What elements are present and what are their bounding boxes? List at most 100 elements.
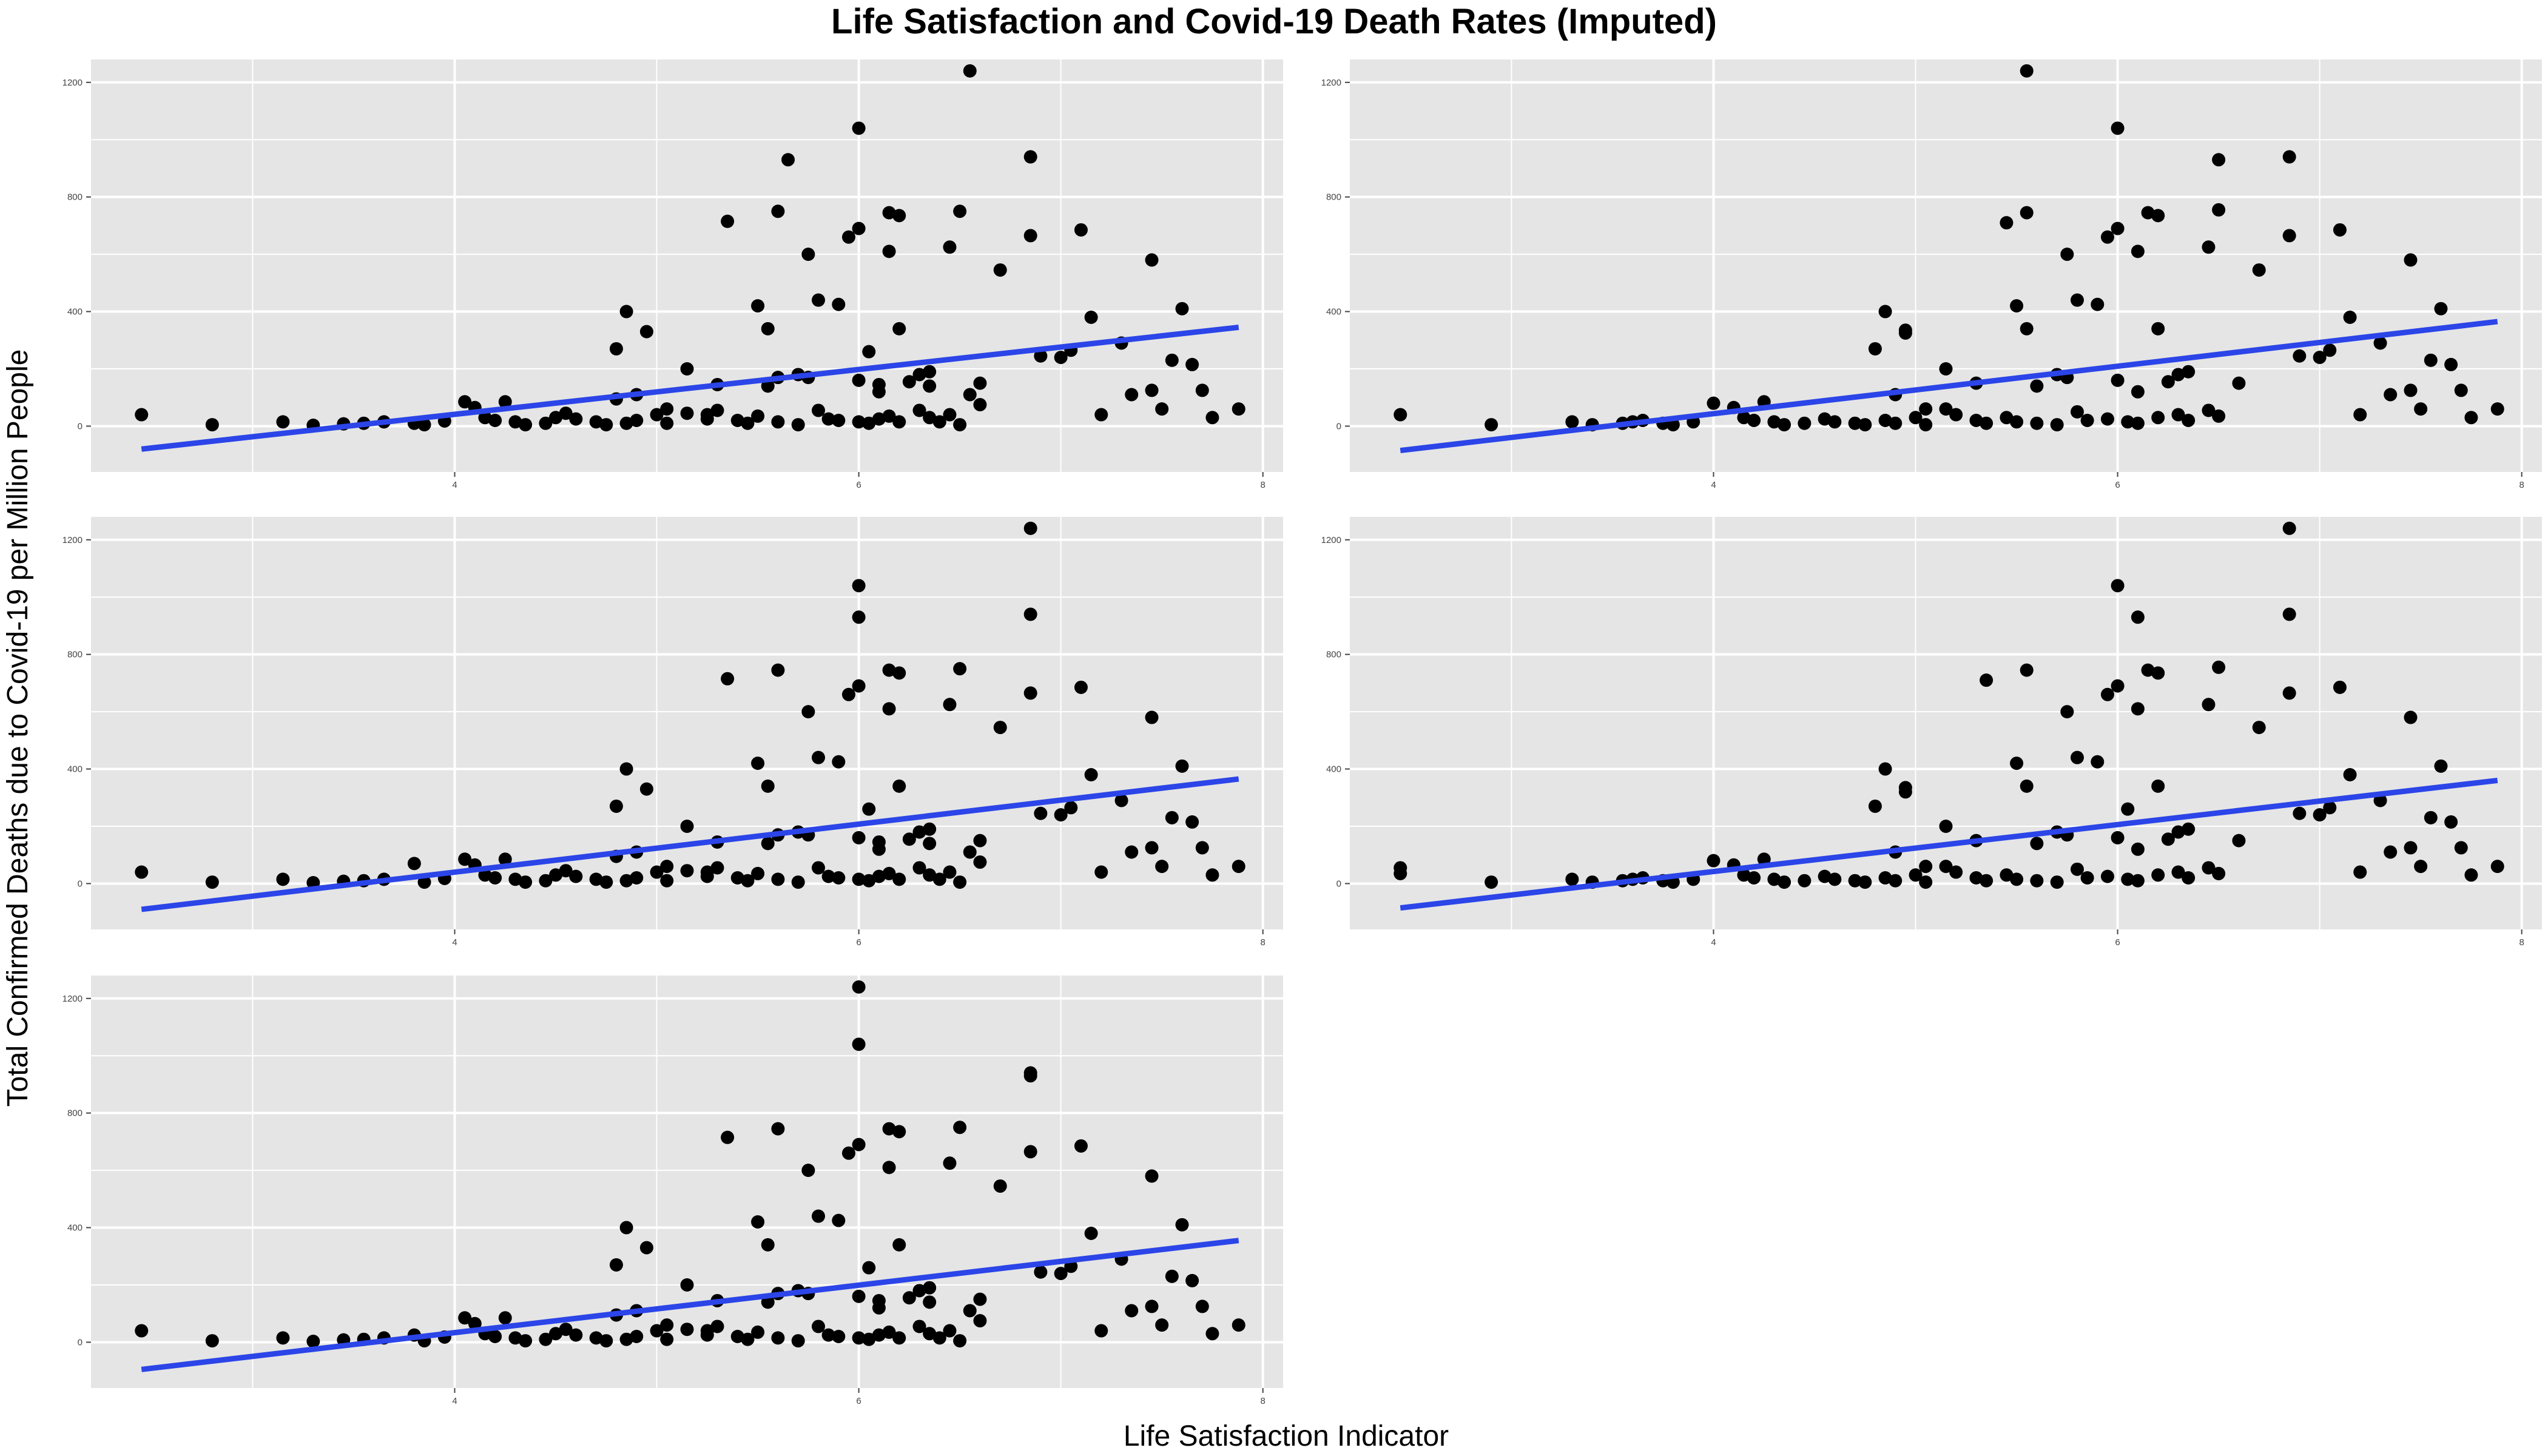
data-point <box>751 1325 765 1339</box>
data-point <box>2424 353 2438 367</box>
data-point <box>1094 408 1108 422</box>
data-point <box>1155 402 1169 416</box>
data-point <box>660 860 674 874</box>
data-point <box>963 64 977 78</box>
data-point <box>862 345 876 359</box>
data-point <box>953 1334 967 1348</box>
data-point <box>771 415 785 429</box>
data-point <box>2100 687 2114 701</box>
data-point <box>1094 1324 1108 1338</box>
data-point <box>407 857 421 871</box>
data-point <box>721 1130 735 1144</box>
data-point <box>2020 206 2034 220</box>
data-point <box>2353 408 2367 422</box>
data-point <box>2202 861 2216 875</box>
data-point <box>2151 322 2165 335</box>
data-point <box>902 1291 916 1305</box>
data-point <box>609 799 623 813</box>
data-point <box>2171 825 2185 839</box>
data-point <box>1818 412 1832 426</box>
data-point <box>2282 521 2296 535</box>
data-point <box>2151 666 2165 680</box>
data-point <box>2121 872 2135 886</box>
data-point <box>1084 311 1098 324</box>
panel-background <box>91 976 1283 1388</box>
data-point <box>2353 865 2367 879</box>
data-point <box>721 672 735 686</box>
data-point <box>872 842 886 856</box>
data-point <box>1848 416 1862 430</box>
data-point <box>2010 415 2024 429</box>
data-point <box>1094 865 1108 879</box>
data-point <box>1818 869 1832 883</box>
data-point <box>2343 311 2357 324</box>
data-point <box>650 865 664 879</box>
data-point <box>276 872 290 886</box>
data-point <box>2444 815 2458 829</box>
data-point <box>2454 841 2468 855</box>
data-point <box>599 1334 613 1348</box>
data-point <box>1878 871 1892 885</box>
data-point <box>2100 230 2114 244</box>
data-point <box>892 1125 906 1139</box>
data-point <box>2020 779 2034 793</box>
data-point <box>609 342 623 356</box>
data-point <box>619 1221 633 1235</box>
data-point <box>2091 755 2105 769</box>
data-point <box>1919 418 1933 432</box>
data-point <box>710 403 724 417</box>
data-point <box>1054 351 1068 365</box>
data-point <box>811 750 825 764</box>
data-point <box>923 1327 937 1341</box>
data-point <box>1145 1169 1159 1183</box>
data-point <box>680 864 694 878</box>
data-point <box>1145 841 1159 855</box>
data-point <box>943 240 957 254</box>
data-point <box>619 762 633 776</box>
data-point <box>1074 223 1088 237</box>
data-point <box>912 861 926 875</box>
data-point <box>2030 416 2044 430</box>
data-point <box>508 415 522 429</box>
data-point <box>1798 416 1812 430</box>
data-point <box>2141 663 2155 677</box>
data-point <box>912 825 926 839</box>
data-point <box>832 871 846 885</box>
data-point <box>2424 811 2438 824</box>
data-point <box>2212 660 2226 674</box>
data-point <box>205 1334 219 1348</box>
data-point <box>811 293 825 307</box>
data-point <box>751 299 765 313</box>
y-tick-label: 400 <box>67 764 83 775</box>
data-point <box>862 874 876 888</box>
data-point <box>862 1261 876 1275</box>
data-point <box>892 872 906 886</box>
data-point <box>488 871 502 885</box>
data-point <box>801 1164 815 1178</box>
data-point <box>1969 871 1983 885</box>
data-point <box>2323 801 2337 815</box>
data-point <box>660 416 674 430</box>
data-point <box>771 872 785 886</box>
y-tick-label: 400 <box>1326 307 1341 317</box>
data-point <box>1949 408 1963 422</box>
data-point <box>599 418 613 432</box>
y-tick-label: 800 <box>1326 650 1341 660</box>
data-point <box>963 388 977 402</box>
data-point <box>700 1324 714 1338</box>
data-point <box>882 206 896 220</box>
data-point <box>852 415 866 429</box>
data-point <box>2010 757 2024 770</box>
data-point <box>2212 409 2226 423</box>
data-point <box>619 305 633 318</box>
data-point <box>2000 868 2014 882</box>
data-point <box>2151 779 2165 793</box>
data-point <box>1185 815 1199 829</box>
data-point <box>821 1328 835 1342</box>
y-tick-label: 400 <box>67 307 83 317</box>
data-point <box>721 214 735 228</box>
data-point <box>852 1037 866 1051</box>
data-point <box>832 414 846 427</box>
data-point <box>1165 811 1179 824</box>
